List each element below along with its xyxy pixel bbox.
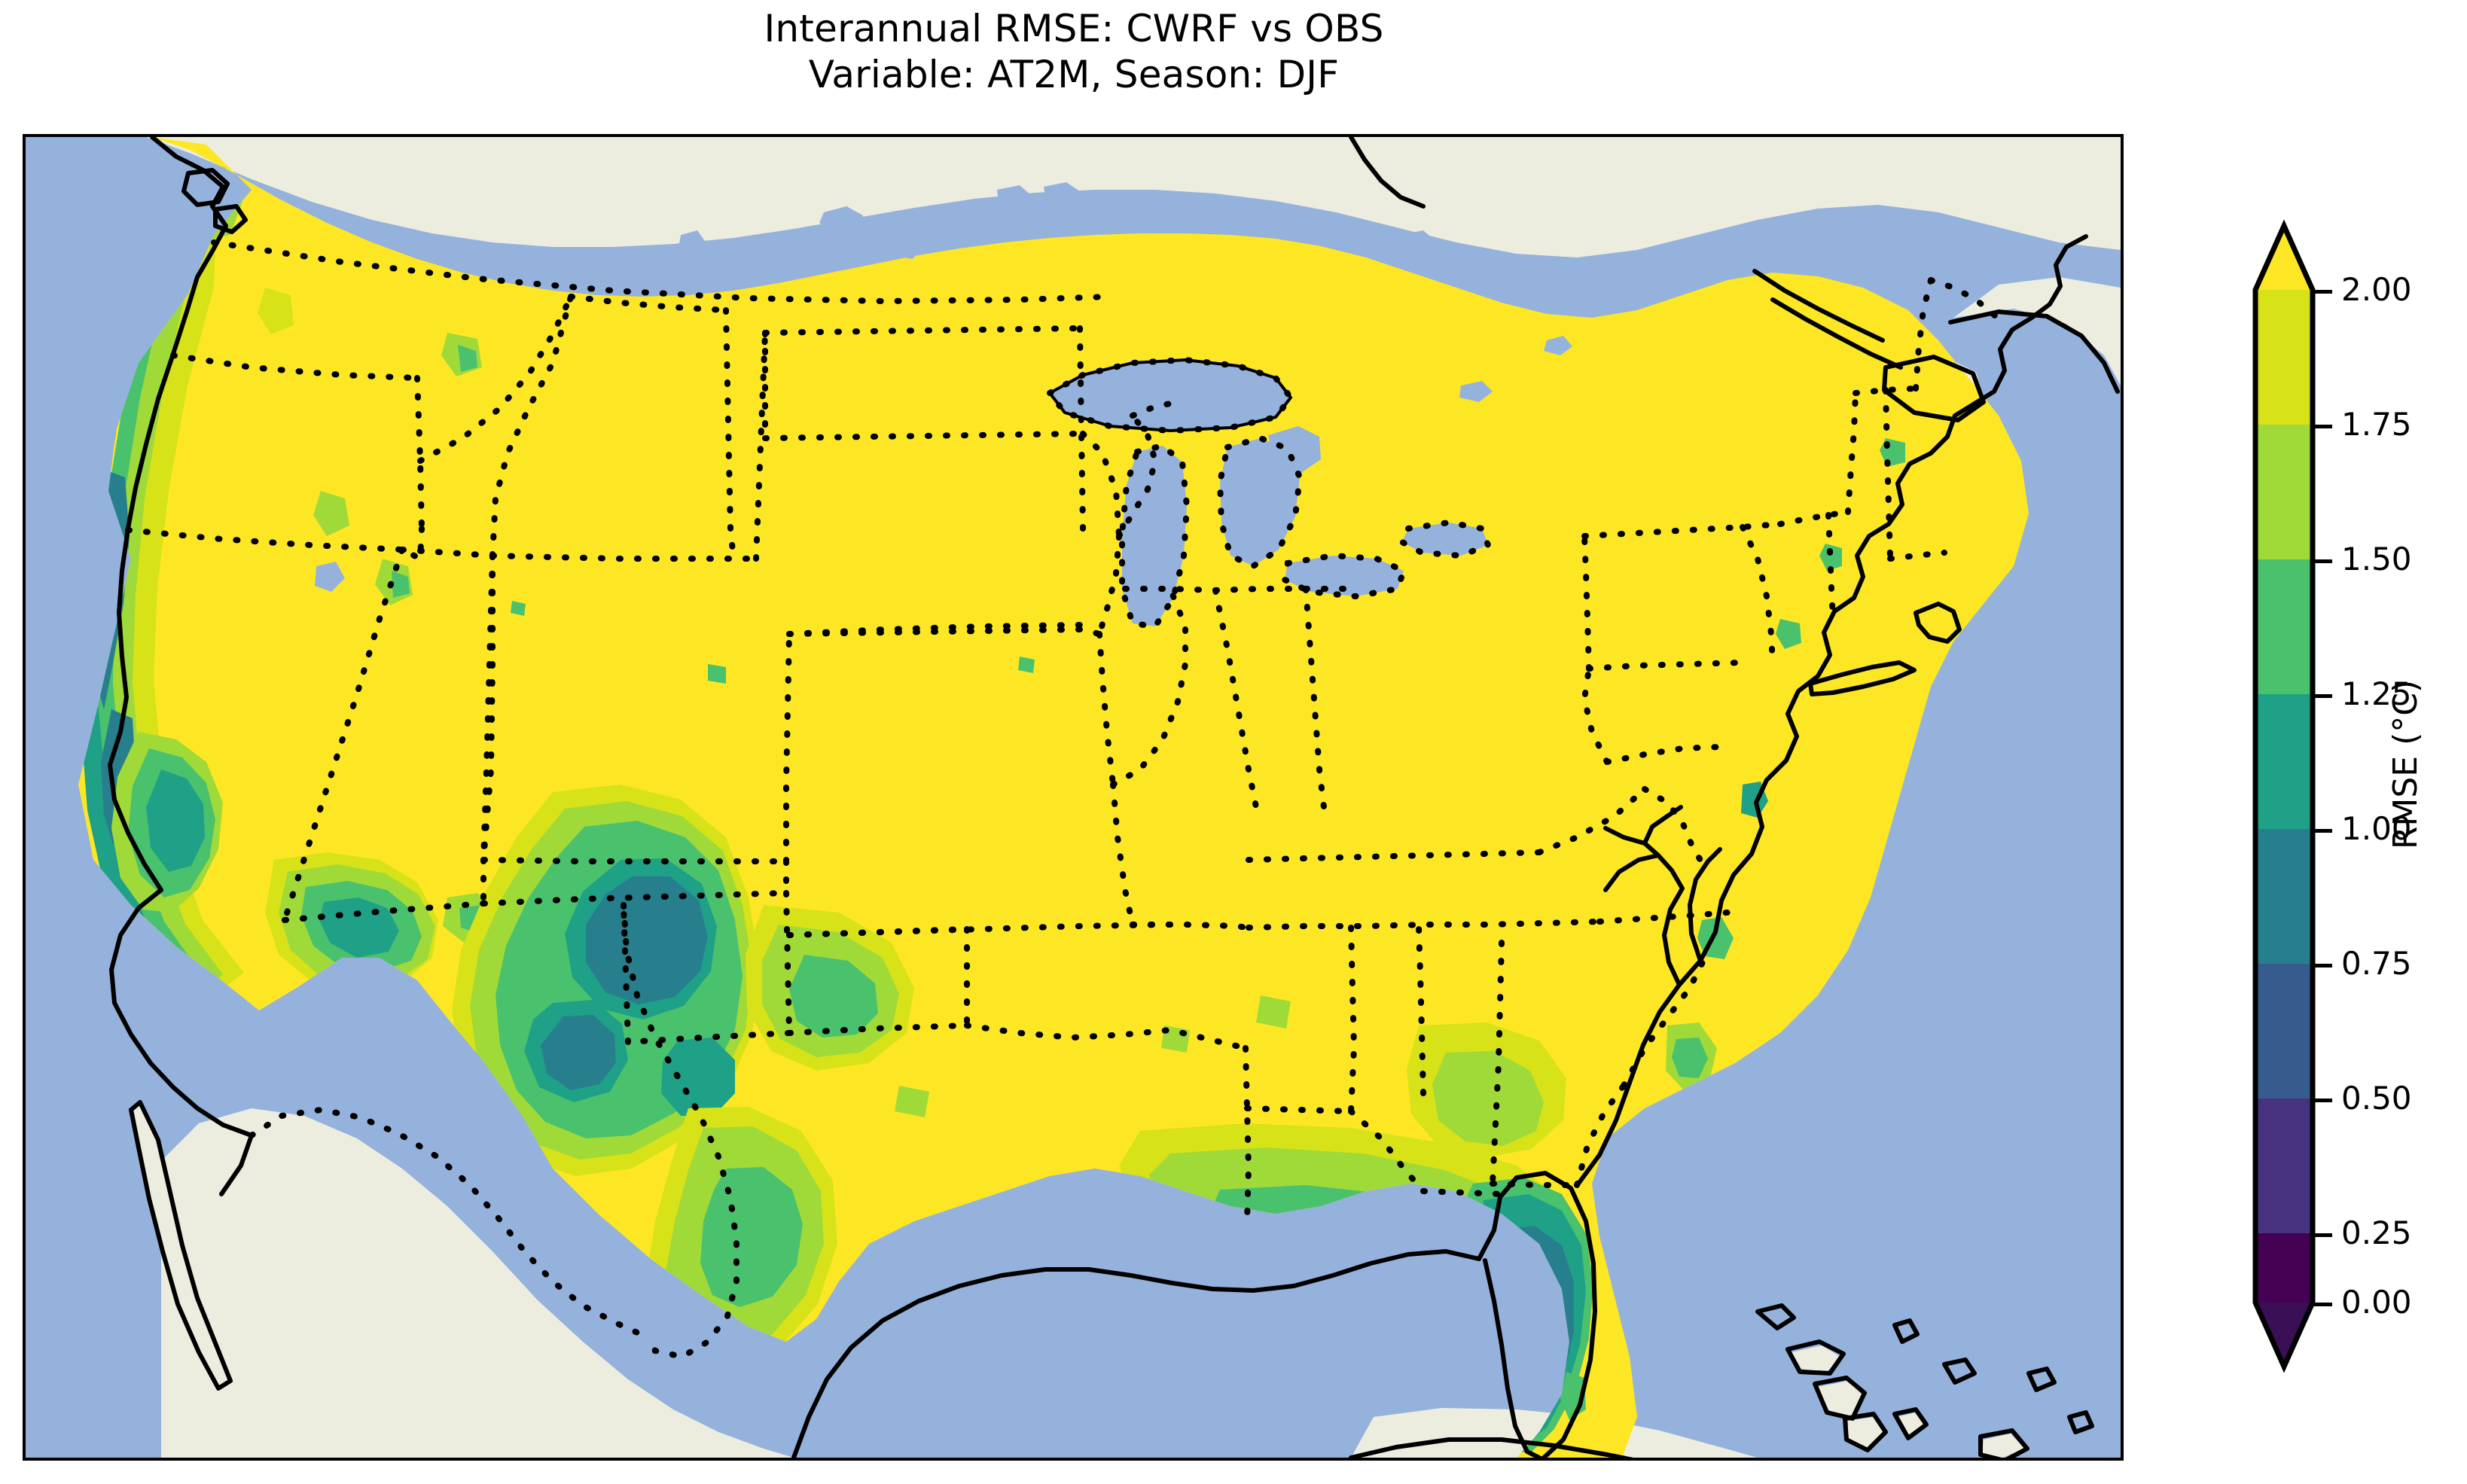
cb-ticklabel-0.25: 0.25 xyxy=(2341,1214,2412,1251)
cb-ticklabel-1.00: 1.00 xyxy=(2341,810,2412,847)
rmse-choropleth-map xyxy=(26,137,2121,1458)
title-line-1: Interannual RMSE: CWRF vs OBS xyxy=(764,7,1384,50)
page-title: Interannual RMSE: CWRF vs OBS Variable: … xyxy=(0,6,2148,98)
colorbar-ticks: 2.00 1.75 1.50 1.25 1.00 0.75 0.50 0.25 … xyxy=(2313,226,2467,1318)
colorbar-axis-label: RMSE (°C) xyxy=(2380,226,2432,1303)
cb-band-0.00-0.25 xyxy=(2255,1233,2313,1303)
cb-tick-mark-0.50 xyxy=(2313,1099,2332,1102)
cb-ticklabel-0.75: 0.75 xyxy=(2341,945,2412,982)
map-axes xyxy=(23,134,2124,1461)
colorbar-outline xyxy=(2255,226,2313,1303)
cb-ticklabel-0.00: 0.00 xyxy=(2341,1284,2412,1321)
cb-ticklabel-2.00: 2.00 xyxy=(2341,271,2412,308)
cb-band-1.25-1.50 xyxy=(2255,559,2313,694)
cb-tick-mark-1.50 xyxy=(2313,559,2332,563)
cb-ticklabel-1.50: 1.50 xyxy=(2341,541,2412,577)
cb-band-1.50-1.75 xyxy=(2255,425,2313,559)
cb-band-0.75-1.00 xyxy=(2255,829,2313,964)
cb-ticklabel-1.75: 1.75 xyxy=(2341,406,2412,443)
colorbar: 2.00 1.75 1.50 1.25 1.00 0.75 0.50 0.25 … xyxy=(2255,226,2412,1303)
colorbar-axis-label-text: RMSE (°C) xyxy=(2386,679,2426,849)
cb-tick-mark-0.75 xyxy=(2313,964,2332,967)
title-line-2: Variable: AT2M, Season: DJF xyxy=(808,53,1340,96)
cb-tick-mark-1.00 xyxy=(2313,829,2332,833)
cb-ticklabel-1.25: 1.25 xyxy=(2341,675,2412,712)
cb-band-1.00-1.25 xyxy=(2255,694,2313,829)
cb-tick-mark-2.00 xyxy=(2313,290,2332,294)
cb-ticklabel-0.50: 0.50 xyxy=(2341,1080,2412,1117)
cb-band-0.50-0.75 xyxy=(2255,964,2313,1099)
cb-band-0.25-0.50 xyxy=(2255,1099,2313,1233)
cb-tick-mark-0.00 xyxy=(2313,1303,2332,1306)
cb-tick-mark-1.25 xyxy=(2313,694,2332,698)
cb-tick-mark-1.75 xyxy=(2313,425,2332,428)
cb-tick-mark-0.25 xyxy=(2313,1233,2332,1237)
cb-band-1.75-2.00 xyxy=(2255,290,2313,425)
